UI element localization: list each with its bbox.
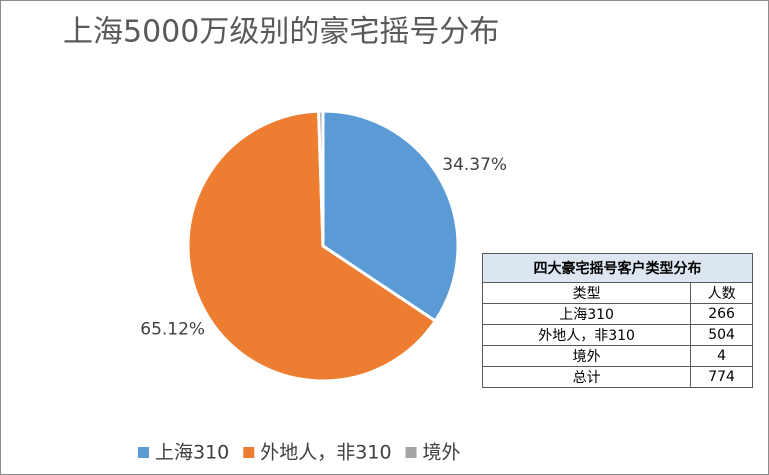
table-title: 四大豪宅摇号客户类型分布 (482, 253, 753, 283)
data-table: 四大豪宅摇号客户类型分布 类型 人数 上海310 266 外地人，非310 504 境… (481, 253, 753, 388)
table-cell: 境外 (481, 345, 692, 367)
legend-label: 境外 (423, 442, 461, 464)
legend-label: 外地人，非310 (260, 442, 391, 464)
pie-slice (186, 109, 438, 383)
table-cell: 266 (690, 303, 753, 325)
pie-slice (317, 109, 325, 247)
chart-title: 上海5000万级别的豪宅摇号分布 (63, 15, 499, 50)
table-cell: 上海310 (481, 303, 692, 325)
table-cell: 4 (690, 345, 753, 367)
legend-swatch (243, 447, 255, 458)
table-cell: 504 (690, 324, 753, 346)
legend-swatch (138, 447, 149, 458)
table-header: 类型 (481, 282, 692, 304)
table-header: 人数 (690, 282, 753, 304)
table-cell: 774 (690, 366, 753, 388)
table-cell: 总计 (481, 366, 692, 388)
data-label: 34.37% (442, 155, 507, 175)
legend-label: 上海310 (155, 442, 229, 464)
legend-swatch (405, 447, 417, 458)
table-cell: 外地人，非310 (481, 324, 692, 346)
data-label: 65.12% (140, 320, 205, 340)
